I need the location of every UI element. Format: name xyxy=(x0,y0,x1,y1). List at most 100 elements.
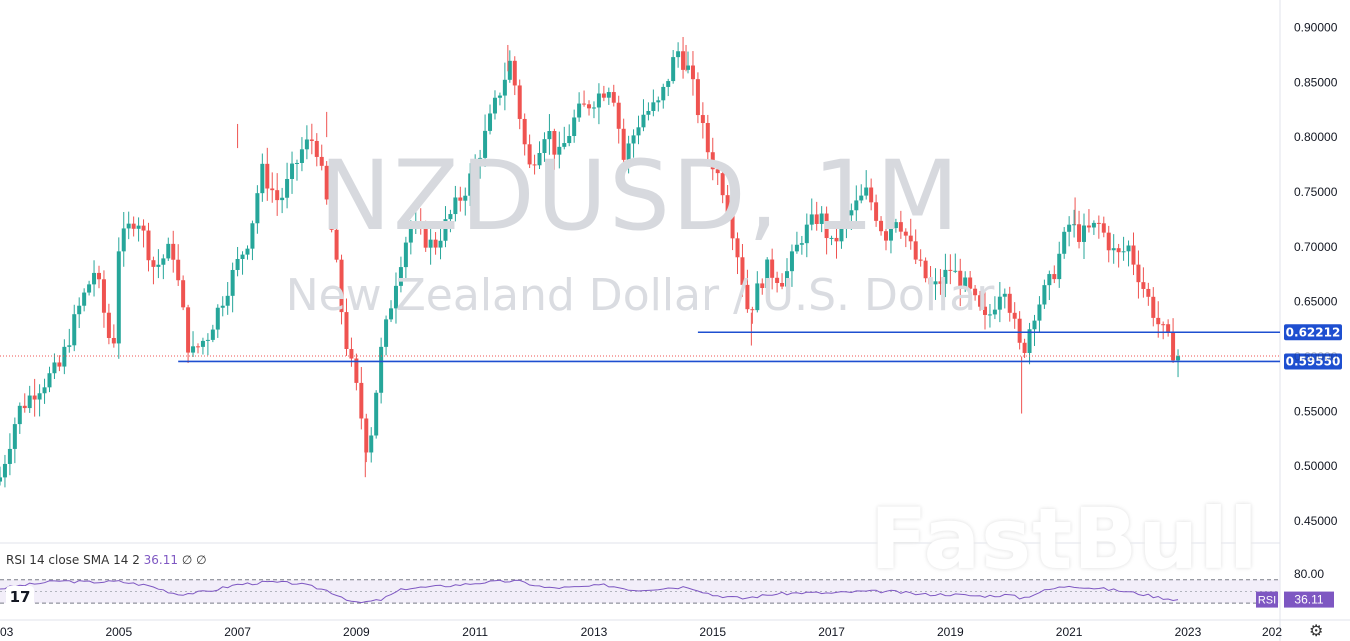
candle xyxy=(473,154,478,177)
tradingview-logo-icon[interactable]: 17 xyxy=(6,586,34,608)
candle-body xyxy=(463,195,468,201)
candle-body xyxy=(522,118,527,145)
x-tick-label: 2007 xyxy=(224,625,251,639)
candle-body xyxy=(304,139,309,150)
candle xyxy=(596,83,601,125)
candle-body xyxy=(408,225,413,243)
candle-body xyxy=(888,228,893,241)
x-tick-label: 2017 xyxy=(818,625,845,639)
candle xyxy=(270,172,275,203)
candle xyxy=(161,254,166,280)
candle-body xyxy=(131,223,136,229)
candle xyxy=(814,201,819,231)
candle xyxy=(869,178,874,211)
candle-body xyxy=(824,213,829,239)
candle-body xyxy=(1121,251,1126,253)
candle xyxy=(997,281,1002,323)
candle xyxy=(299,137,304,172)
candle xyxy=(567,124,572,147)
candle-body xyxy=(17,405,22,425)
candle-body xyxy=(844,215,849,224)
candle xyxy=(418,208,423,235)
candle xyxy=(403,236,408,281)
candle xyxy=(7,433,12,476)
candle xyxy=(928,265,933,290)
candle-body xyxy=(1141,282,1146,289)
candle-body xyxy=(829,237,834,239)
candle-body xyxy=(72,314,77,346)
candle-body xyxy=(27,395,32,409)
candle xyxy=(280,187,285,214)
candle-body xyxy=(270,188,275,191)
time-axis: 2003 2005 2007 2009 2011 2013 2015 2017 2019 2021… xyxy=(0,625,1282,639)
candle xyxy=(468,163,473,207)
candle xyxy=(601,85,606,102)
candle xyxy=(0,466,2,486)
candle-body xyxy=(879,220,884,232)
candle xyxy=(497,92,502,106)
x-tick-label: 2023 xyxy=(1175,625,1202,639)
rsi-legend[interactable]: RSI 14 close SMA 14 2 36.11 ∅ ∅ xyxy=(6,553,207,567)
candle-body xyxy=(433,239,438,248)
candle xyxy=(562,126,567,150)
candle xyxy=(349,337,354,367)
candle xyxy=(923,257,928,283)
candle-body xyxy=(156,264,161,267)
candle-body xyxy=(958,270,963,289)
candle xyxy=(547,114,552,155)
candle-body xyxy=(171,243,176,260)
candle-body xyxy=(770,259,775,278)
candle xyxy=(369,427,374,463)
y-tick-label: 0.85000 xyxy=(1294,75,1338,89)
candle xyxy=(631,129,636,158)
candle-body xyxy=(1062,231,1067,254)
candle xyxy=(428,228,433,265)
candle xyxy=(478,149,483,179)
candle-body xyxy=(621,128,626,160)
candle xyxy=(17,402,22,434)
candle xyxy=(111,324,116,348)
candle xyxy=(314,133,319,167)
candle xyxy=(1062,227,1067,259)
candle xyxy=(745,269,750,313)
candle-body xyxy=(126,223,131,229)
candle xyxy=(334,219,339,263)
candle xyxy=(191,331,196,358)
candle-body xyxy=(205,339,210,341)
candle-body xyxy=(141,225,146,231)
candle-body xyxy=(671,57,676,82)
candle-body xyxy=(745,284,750,310)
rsi-name-label: RSI xyxy=(1258,595,1276,607)
candle-body xyxy=(82,292,87,306)
candle xyxy=(1126,240,1131,267)
candle xyxy=(126,211,131,240)
candle xyxy=(151,256,156,285)
candle-body xyxy=(646,110,651,115)
gear-icon[interactable]: ⚙ xyxy=(1309,623,1324,640)
candle-body xyxy=(1057,253,1062,280)
candle xyxy=(77,297,82,329)
x-tick-label: 2005 xyxy=(105,625,132,639)
candle-body xyxy=(789,251,794,272)
candle-body xyxy=(1017,318,1022,343)
candle-body xyxy=(537,153,542,166)
candle xyxy=(32,378,37,417)
candle-body xyxy=(700,115,705,124)
candle-body xyxy=(448,214,453,220)
price-axis: 0.90000 0.85000 0.80000 0.75000 0.70000 0.650… xyxy=(1294,20,1338,528)
candle xyxy=(1047,270,1052,301)
candle-body xyxy=(601,93,606,98)
candle-body xyxy=(369,435,374,453)
candle-body xyxy=(181,280,186,308)
candle-body xyxy=(235,258,240,270)
candle-body xyxy=(775,277,780,283)
candle xyxy=(834,223,839,259)
candle xyxy=(884,224,889,251)
candle xyxy=(210,324,215,343)
candle-body xyxy=(195,346,200,348)
candle-body xyxy=(1176,355,1181,361)
candle xyxy=(1116,243,1121,268)
candle-body xyxy=(923,260,928,279)
candle-body xyxy=(804,224,809,244)
